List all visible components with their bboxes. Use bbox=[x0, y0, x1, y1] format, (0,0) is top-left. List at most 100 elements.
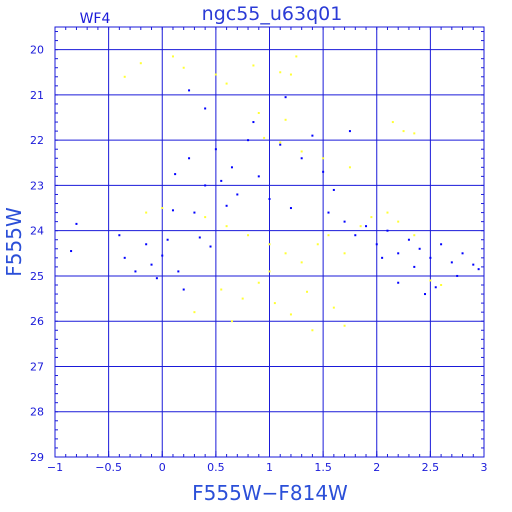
yellow-point bbox=[397, 220, 400, 223]
yellow-point bbox=[268, 243, 271, 246]
y-tick-label: 28 bbox=[30, 406, 44, 419]
blue-point bbox=[397, 281, 400, 284]
yellow-point bbox=[295, 55, 298, 58]
blue-point bbox=[174, 173, 177, 176]
blue-point bbox=[134, 270, 137, 273]
yellow-point bbox=[316, 243, 319, 246]
y-tick-label: 27 bbox=[30, 360, 44, 373]
yellow-point bbox=[279, 141, 282, 144]
axis-tick-labels: −1 −0.5 0 0.5 1 1.5 2 2.5 3 20 21 22 23 24 25 26 27 28 29 bbox=[30, 44, 488, 474]
blue-point bbox=[247, 139, 250, 142]
yellow-point bbox=[311, 329, 314, 332]
yellow-point bbox=[279, 71, 282, 74]
blue-point bbox=[118, 234, 121, 237]
x-tick-label: 1.5 bbox=[314, 461, 332, 474]
blue-point bbox=[123, 256, 126, 259]
blue-point bbox=[322, 170, 325, 173]
blue-point bbox=[429, 256, 432, 259]
y-axis-title: F555W bbox=[2, 207, 26, 277]
x-tick-label: 2 bbox=[373, 461, 380, 474]
yellow-point bbox=[332, 306, 335, 309]
blue-point bbox=[188, 89, 191, 92]
x-axis-title: F555W−F814W bbox=[192, 481, 348, 505]
yellow-point bbox=[440, 284, 443, 286]
yellow-point bbox=[327, 234, 330, 237]
yellow-point bbox=[370, 216, 373, 219]
blue-point bbox=[450, 261, 453, 264]
yellow-point bbox=[289, 313, 292, 316]
blue-point bbox=[461, 252, 464, 255]
yellow-point bbox=[220, 288, 223, 291]
yellow-point bbox=[289, 73, 292, 76]
yellow-point bbox=[343, 324, 346, 327]
yellow-point bbox=[123, 75, 126, 78]
yellow-point bbox=[402, 130, 405, 133]
yellow-point bbox=[391, 121, 394, 124]
blue-point bbox=[268, 198, 271, 200]
blue-point bbox=[177, 270, 180, 273]
blue-point bbox=[171, 209, 174, 212]
blue-point bbox=[150, 263, 153, 266]
blue-point bbox=[300, 157, 303, 160]
x-tick-label: 1 bbox=[266, 461, 273, 474]
grid-lines bbox=[54, 27, 485, 458]
blue-point bbox=[70, 250, 73, 253]
blue-point bbox=[230, 166, 233, 169]
x-tick-label: −1 bbox=[47, 461, 63, 474]
blue-point bbox=[397, 252, 400, 255]
blue-point bbox=[375, 243, 378, 246]
yellow-point bbox=[247, 234, 250, 237]
blue-point bbox=[434, 286, 437, 289]
yellow-point bbox=[161, 207, 164, 210]
yellow-point bbox=[359, 225, 362, 228]
blue-point bbox=[252, 121, 255, 124]
yellow-point bbox=[214, 73, 217, 76]
y-tick-label: 22 bbox=[30, 134, 44, 147]
blue-point bbox=[225, 204, 228, 207]
blue-point bbox=[386, 229, 389, 232]
x-tick-label: 0 bbox=[159, 461, 166, 474]
blue-point bbox=[209, 245, 212, 248]
yellow-point bbox=[257, 281, 260, 284]
x-tick-label: 3 bbox=[481, 461, 488, 474]
blue-point bbox=[193, 211, 196, 214]
yellow-point bbox=[145, 211, 148, 214]
blue-point bbox=[220, 179, 223, 182]
yellow-point bbox=[300, 150, 303, 153]
y-tick-label: 20 bbox=[30, 44, 44, 57]
blue-point bbox=[407, 238, 410, 241]
blue-point bbox=[343, 220, 346, 223]
y-tick-label: 26 bbox=[30, 315, 44, 328]
blue-point bbox=[204, 184, 207, 187]
blue-point bbox=[381, 256, 384, 259]
y-tick-label: 29 bbox=[30, 451, 44, 464]
blue-point bbox=[161, 254, 164, 257]
data-points bbox=[70, 55, 480, 332]
blue-point bbox=[236, 193, 239, 196]
blue-point bbox=[472, 263, 475, 266]
blue-point bbox=[418, 247, 421, 250]
yellow-point bbox=[348, 166, 351, 169]
y-tick-label: 23 bbox=[30, 179, 44, 192]
yellow-point bbox=[343, 252, 346, 255]
blue-point bbox=[166, 238, 169, 241]
yellow-point bbox=[204, 216, 207, 219]
yellow-point bbox=[263, 136, 266, 139]
blue-point bbox=[188, 157, 191, 160]
x-tick-label: 0.5 bbox=[207, 461, 225, 474]
yellow-point bbox=[322, 157, 325, 160]
blue-point bbox=[424, 293, 427, 296]
blue-point bbox=[311, 134, 314, 137]
blue-point bbox=[332, 188, 335, 191]
blue-point bbox=[477, 268, 480, 271]
yellow-point bbox=[139, 62, 142, 65]
yellow-point bbox=[182, 66, 185, 69]
yellow-point bbox=[306, 290, 309, 293]
x-tick-label: −0.5 bbox=[95, 461, 122, 474]
yellow-point bbox=[257, 112, 260, 114]
blue-point bbox=[354, 234, 357, 237]
yellow-point bbox=[171, 55, 174, 58]
y-tick-label: 21 bbox=[30, 89, 44, 102]
yellow-point bbox=[284, 118, 287, 121]
